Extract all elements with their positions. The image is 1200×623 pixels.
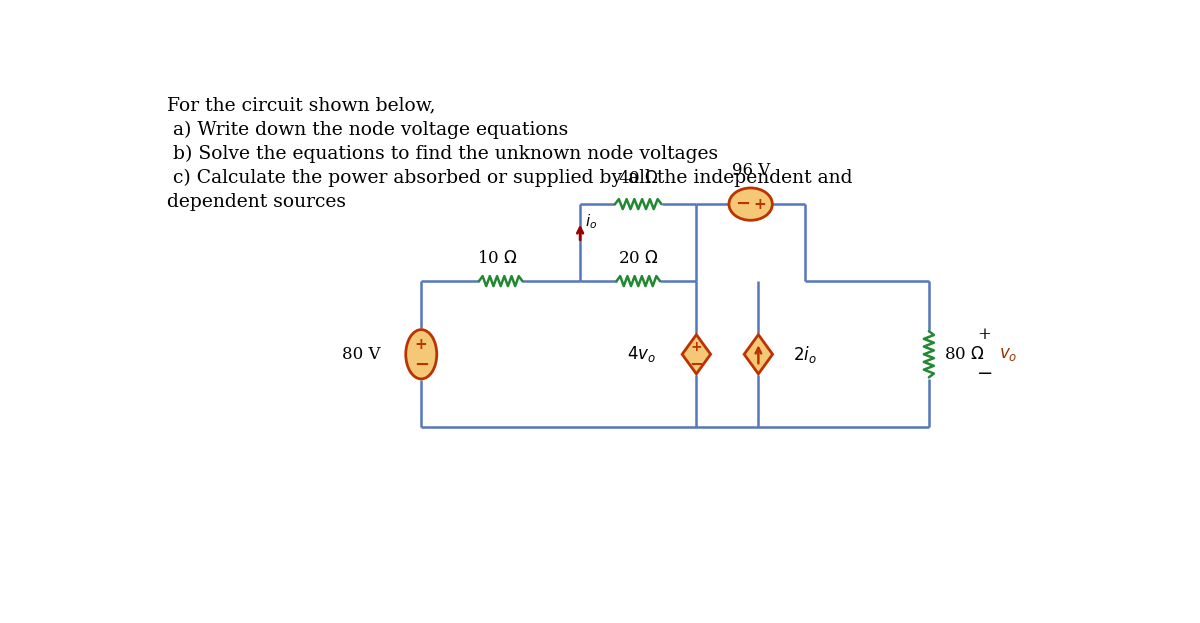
Text: $2i_o$: $2i_o$ xyxy=(793,344,817,365)
Text: 10 $\Omega$: 10 $\Omega$ xyxy=(476,250,517,267)
Text: 80 $\Omega$: 80 $\Omega$ xyxy=(944,346,985,363)
Text: −: − xyxy=(690,354,703,372)
Polygon shape xyxy=(744,335,773,374)
Text: 20 $\Omega$: 20 $\Omega$ xyxy=(618,250,659,267)
Text: b) Solve the equations to find the unknown node voltages: b) Solve the equations to find the unkno… xyxy=(167,145,718,163)
Text: −: − xyxy=(736,195,750,213)
Text: 96 V: 96 V xyxy=(732,162,769,179)
Text: −: − xyxy=(414,356,428,374)
Text: +: + xyxy=(690,340,702,354)
Text: a) Write down the node voltage equations: a) Write down the node voltage equations xyxy=(167,121,569,139)
Text: $4v_o$: $4v_o$ xyxy=(628,345,656,364)
Text: dependent sources: dependent sources xyxy=(167,193,346,211)
Text: 80 V: 80 V xyxy=(342,346,380,363)
Text: $i_o$: $i_o$ xyxy=(584,212,598,231)
Text: 40 $\Omega$: 40 $\Omega$ xyxy=(618,170,659,187)
Text: +: + xyxy=(754,197,767,212)
Polygon shape xyxy=(682,335,710,374)
Text: +: + xyxy=(978,326,991,343)
Text: For the circuit shown below,: For the circuit shown below, xyxy=(167,97,436,114)
Text: c) Calculate the power absorbed or supplied by all the independent and: c) Calculate the power absorbed or suppl… xyxy=(167,169,852,188)
Text: −: − xyxy=(977,365,992,383)
Text: +: + xyxy=(415,337,427,352)
Ellipse shape xyxy=(406,330,437,379)
Text: $v_o$: $v_o$ xyxy=(998,346,1018,363)
Ellipse shape xyxy=(728,188,773,221)
